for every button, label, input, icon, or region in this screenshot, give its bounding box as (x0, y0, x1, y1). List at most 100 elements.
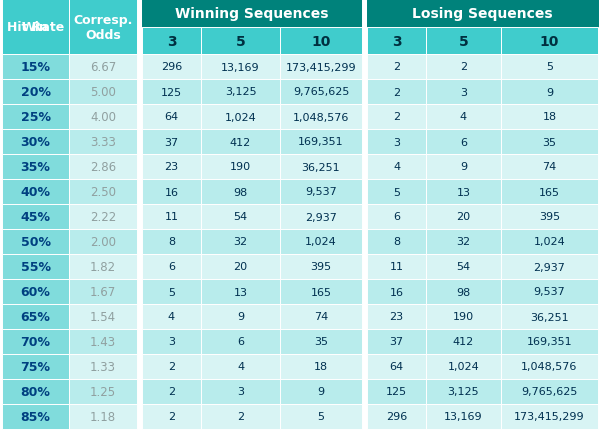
Text: 37: 37 (164, 137, 179, 147)
Text: 30%: 30% (20, 136, 50, 149)
Text: 64: 64 (164, 112, 179, 122)
Bar (280, 55, 362, 80)
Bar (137, 354, 142, 379)
Text: 125: 125 (161, 87, 182, 97)
Text: 2,937: 2,937 (305, 212, 337, 222)
Text: 54: 54 (233, 212, 248, 222)
Text: Corresp.
Odds: Corresp. Odds (73, 13, 133, 41)
Text: 4.00: 4.00 (90, 111, 116, 124)
Bar (2, 130, 69, 155)
Bar (367, 304, 426, 329)
Bar (201, 255, 280, 280)
Bar (142, 180, 201, 205)
Bar (426, 105, 501, 130)
Bar (501, 354, 598, 379)
Bar (362, 230, 367, 255)
Bar (137, 379, 142, 404)
Bar (2, 80, 69, 105)
Text: 4: 4 (168, 312, 175, 322)
Text: 165: 165 (311, 287, 331, 297)
Bar (280, 180, 362, 205)
Text: 1.82: 1.82 (90, 261, 116, 273)
Text: 16: 16 (164, 187, 179, 197)
Text: 3,125: 3,125 (448, 387, 479, 396)
Text: 10: 10 (311, 34, 331, 49)
Bar (137, 280, 142, 304)
Bar (367, 180, 426, 205)
Text: 125: 125 (386, 387, 407, 396)
Text: 2: 2 (460, 62, 467, 72)
Bar (201, 155, 280, 180)
Text: 18: 18 (314, 362, 328, 372)
Bar (426, 55, 501, 80)
Bar (362, 0, 367, 28)
Bar (280, 80, 362, 105)
Bar (362, 329, 367, 354)
Text: 395: 395 (539, 212, 560, 222)
Text: 5: 5 (236, 34, 245, 49)
Bar (2, 354, 69, 379)
Bar (137, 55, 142, 80)
Bar (69, 379, 137, 404)
Text: 20%: 20% (20, 86, 50, 99)
Bar (362, 55, 367, 80)
Text: 18: 18 (542, 112, 557, 122)
Bar (367, 404, 426, 429)
Text: 1,024: 1,024 (533, 237, 565, 247)
Bar (2, 180, 69, 205)
Text: Hit Rate: Hit Rate (7, 21, 64, 34)
Text: 85%: 85% (20, 410, 50, 423)
Bar (201, 280, 280, 304)
Bar (426, 230, 501, 255)
Bar (69, 354, 137, 379)
Bar (2, 255, 69, 280)
Bar (69, 0, 137, 55)
Text: 4: 4 (460, 112, 467, 122)
Bar (69, 205, 137, 230)
Bar (142, 379, 201, 404)
Bar (2, 55, 69, 80)
Text: 6: 6 (460, 137, 467, 147)
Text: 2: 2 (393, 112, 400, 122)
Bar (362, 80, 367, 105)
Text: 6: 6 (168, 262, 175, 272)
Bar (142, 155, 201, 180)
Text: 98: 98 (233, 187, 248, 197)
Bar (201, 379, 280, 404)
Text: 2: 2 (168, 362, 175, 372)
Text: 36,251: 36,251 (302, 162, 340, 172)
Text: 2: 2 (168, 412, 175, 421)
Bar (362, 404, 367, 429)
Text: 40%: 40% (20, 186, 50, 199)
Text: 16: 16 (389, 287, 404, 297)
Text: 5: 5 (546, 62, 553, 72)
Text: 9: 9 (237, 312, 244, 322)
Bar (69, 280, 137, 304)
Bar (362, 255, 367, 280)
Text: 54: 54 (457, 262, 470, 272)
Bar (2, 105, 69, 130)
Text: 165: 165 (539, 187, 560, 197)
Text: 1,024: 1,024 (224, 112, 256, 122)
Text: 2.86: 2.86 (90, 161, 116, 174)
Bar (142, 304, 201, 329)
Bar (367, 28, 426, 55)
Bar (142, 55, 201, 80)
Bar (201, 105, 280, 130)
Text: 1.67: 1.67 (90, 286, 116, 298)
Bar (2, 230, 69, 255)
Bar (137, 80, 142, 105)
Text: 9,537: 9,537 (305, 187, 337, 197)
Text: 5: 5 (317, 412, 325, 421)
Text: 50%: 50% (20, 236, 50, 249)
Bar (280, 105, 362, 130)
Bar (426, 80, 501, 105)
Bar (201, 329, 280, 354)
Bar (367, 155, 426, 180)
Text: 4: 4 (393, 162, 400, 172)
Text: 173,415,299: 173,415,299 (286, 62, 356, 72)
Bar (69, 155, 137, 180)
Bar (426, 205, 501, 230)
Bar (367, 329, 426, 354)
Bar (142, 130, 201, 155)
